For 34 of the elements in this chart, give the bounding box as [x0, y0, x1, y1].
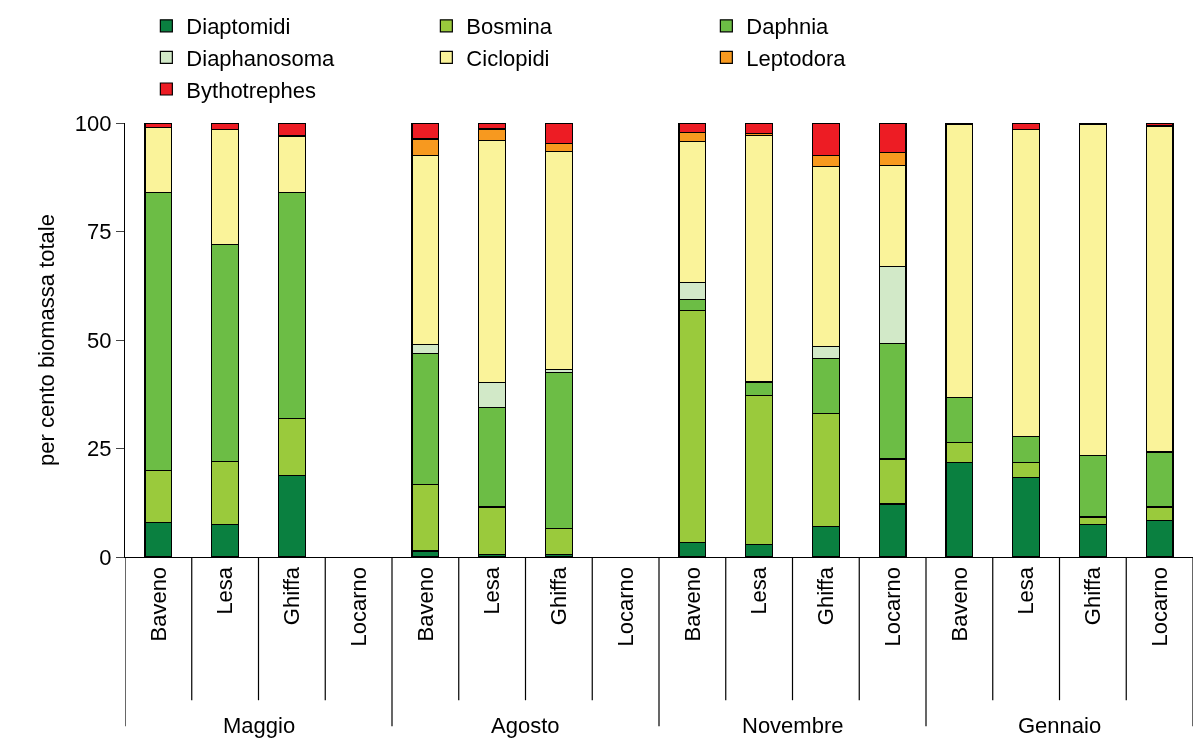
y-tick-label: 75 [87, 219, 112, 245]
x-tick-label: Ghiffa [813, 566, 839, 626]
legend-label: Diaphanosoma [186, 45, 336, 71]
text: Gennaio [1018, 713, 1102, 738]
x-tick-label: Locarno [879, 566, 905, 647]
text: Maggio [223, 713, 296, 738]
text: Agosto [491, 713, 560, 738]
legend-label: Diaptomidi [186, 14, 291, 40]
legend-label: Ciclopidi [466, 45, 550, 71]
y-tick-label: 50 [87, 327, 112, 353]
x-tick-label: Locarno [612, 566, 638, 647]
legend-label: Leptodora [746, 45, 847, 71]
x-tick-label: Lesa [746, 566, 772, 615]
y-tick-label: 0 [99, 544, 112, 570]
x-tick-label: Lesa [1013, 566, 1039, 615]
x-tick-label: Baveno [679, 566, 705, 642]
x-tick-label: Locarno [1146, 566, 1172, 647]
x-tick-label: Baveno [412, 566, 438, 642]
x-tick-label: Lesa [479, 566, 505, 615]
legend-label: Daphnia [746, 14, 830, 40]
bar [745, 123, 774, 135]
legend-label: Bythotrephes [186, 77, 316, 103]
x-tick-label: Ghiffa [279, 566, 305, 626]
text: Novembre [742, 713, 844, 738]
legend-label: Bosmina [466, 14, 553, 40]
y-tick-label: 100 [74, 110, 112, 136]
x-tick-label: Ghiffa [546, 566, 572, 626]
y-tick-label: 25 [87, 436, 112, 462]
x-tick-label: Baveno [145, 566, 171, 642]
y-axis-title: per cento biomassa totale [33, 214, 59, 466]
x-tick-label: Baveno [946, 566, 972, 642]
x-tick-label: Locarno [345, 566, 371, 647]
x-tick-label: Lesa [212, 566, 238, 615]
x-tick-label: Ghiffa [1080, 566, 1106, 626]
